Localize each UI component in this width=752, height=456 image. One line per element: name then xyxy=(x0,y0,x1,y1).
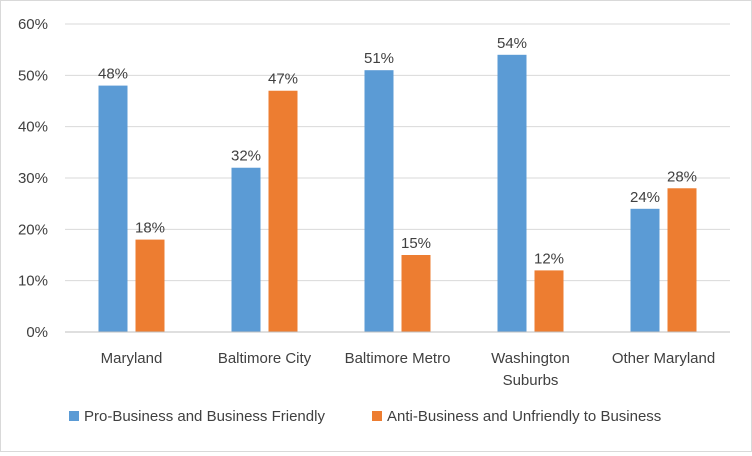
data-label: 47% xyxy=(268,71,298,88)
y-tick-label: 0% xyxy=(26,324,48,341)
legend: Pro-Business and Business Friendly Anti-B… xyxy=(69,408,661,425)
y-tick-label: 30% xyxy=(18,170,48,187)
x-tick-label: Other Maryland xyxy=(612,350,715,367)
x-axis-category-labels: Maryland Baltimore City Baltimore Metro Was… xyxy=(101,350,716,389)
x-tick-label: Washington xyxy=(491,350,570,367)
data-label: 28% xyxy=(667,168,697,185)
legend-label: Pro-Business and Business Friendly xyxy=(84,408,325,425)
y-tick-label: 50% xyxy=(18,67,48,84)
y-axis-tick-labels: 0% 10% 20% 30% 40% 50% 60% xyxy=(18,16,48,341)
bar-series2-cat4 xyxy=(534,270,564,332)
data-label: 32% xyxy=(231,148,261,165)
legend-label: Anti-Business and Unfriendly to Business xyxy=(387,408,661,425)
bar-series1-cat1 xyxy=(98,85,128,332)
bar-series1-cat2 xyxy=(231,167,261,332)
data-label: 24% xyxy=(630,189,660,206)
bar-series2-cat2 xyxy=(268,90,298,332)
legend-swatch-series2 xyxy=(372,411,382,421)
x-tick-label: Maryland xyxy=(101,350,163,367)
bar-series2-cat3 xyxy=(401,255,431,332)
y-tick-label: 20% xyxy=(18,221,48,238)
bar-series1-cat4 xyxy=(497,54,527,333)
data-label: 48% xyxy=(98,66,128,83)
data-label: 18% xyxy=(135,220,165,237)
legend-swatch-series1 xyxy=(69,411,79,421)
bar-series2-cat5 xyxy=(667,188,697,332)
y-tick-label: 60% xyxy=(18,16,48,33)
x-tick-label: Baltimore Metro xyxy=(345,350,451,367)
data-label: 12% xyxy=(534,250,564,267)
bar-series2-cat1 xyxy=(135,239,165,332)
gridlines xyxy=(65,23,730,282)
data-label: 51% xyxy=(364,50,394,67)
bar-series1-cat3 xyxy=(364,70,394,332)
data-label: 54% xyxy=(497,35,527,52)
bars xyxy=(98,54,697,333)
y-tick-label: 10% xyxy=(18,273,48,290)
x-tick-label: Baltimore City xyxy=(218,350,312,367)
data-label: 15% xyxy=(401,235,431,252)
x-tick-label: Suburbs xyxy=(503,372,559,389)
bar-series1-cat5 xyxy=(630,208,660,332)
data-labels: 48% 32% 51% 54% 24% 18% 47% 15% 12% 28% xyxy=(98,35,697,268)
y-tick-label: 40% xyxy=(18,119,48,136)
